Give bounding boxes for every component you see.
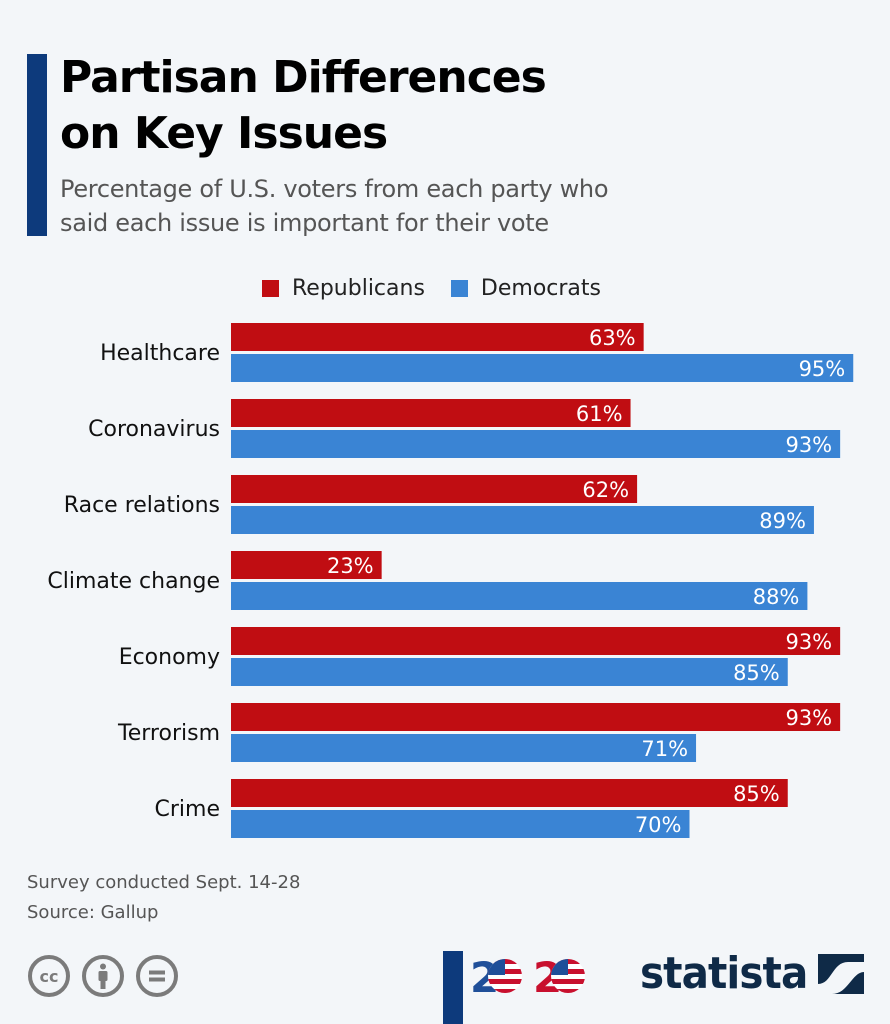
- category-label-race-relations: Race relations: [64, 493, 220, 518]
- bar-democrats-healthcare: [231, 354, 854, 382]
- legend-label-republicans: Republicans: [292, 276, 425, 301]
- title-line-2: on Key Issues: [60, 108, 388, 159]
- value-label-democrats-race-relations: 89%: [759, 509, 806, 533]
- bar-democrats-crime: [231, 810, 690, 838]
- bar-republicans-coronavirus: [231, 399, 631, 427]
- no-derivatives-icon[interactable]: [135, 954, 179, 998]
- value-label-republicans-climate-change: 23%: [327, 554, 374, 578]
- subtitle-line-1: Percentage of U.S. voters from each part…: [60, 175, 609, 203]
- category-label-healthcare: Healthcare: [100, 341, 220, 366]
- legend-swatch-republicans: [262, 280, 279, 297]
- legend-label-democrats: Democrats: [480, 276, 601, 301]
- bar-republicans-terrorism: [231, 703, 841, 731]
- category-label-crime: Crime: [155, 797, 220, 822]
- statista-wordmark: statista: [640, 948, 808, 999]
- legend-item-republicans: Republicans: [262, 276, 425, 301]
- survey-note: Survey conducted Sept. 14-28: [27, 872, 301, 893]
- category-label-coronavirus: Coronavirus: [88, 417, 220, 442]
- bar-republicans-healthcare: [231, 323, 644, 351]
- bar-chart: Healthcare 63% 95% Coronavirus 61% 93% Race re…: [47, 323, 854, 838]
- bar-democrats-climate-change: [231, 582, 808, 610]
- value-label-democrats-climate-change: 88%: [753, 585, 800, 609]
- bar-republicans-economy: [231, 627, 841, 655]
- attribution-icon[interactable]: [81, 954, 125, 998]
- value-label-democrats-economy: 85%: [733, 661, 780, 685]
- svg-text:cc: cc: [40, 967, 59, 986]
- license-icons: cc: [27, 954, 189, 998]
- legend-swatch-democrats: [450, 280, 468, 297]
- value-label-republicans-coronavirus: 61%: [576, 402, 623, 426]
- election-2020-badge: 2 2: [443, 951, 585, 1024]
- value-label-republicans-terrorism: 93%: [785, 706, 832, 730]
- bar-democrats-economy: [231, 658, 788, 686]
- value-label-republicans-race-relations: 62%: [582, 478, 629, 502]
- creative-commons-icon[interactable]: cc: [27, 954, 71, 998]
- value-label-democrats-healthcare: 95%: [799, 357, 846, 381]
- bar-democrats-race-relations: [231, 506, 814, 534]
- subtitle-line-2: said each issue is important for their v…: [60, 209, 549, 237]
- source-note: Source: Gallup: [27, 902, 159, 923]
- footnote: Survey conducted Sept. 14-28 Source: Gal…: [27, 868, 300, 928]
- value-label-democrats-crime: 70%: [635, 813, 682, 837]
- value-label-republicans-economy: 93%: [785, 630, 832, 654]
- value-label-republicans-healthcare: 63%: [589, 326, 636, 350]
- bar-republicans-race-relations: [231, 475, 638, 503]
- category-label-climate-change: Climate change: [47, 569, 220, 594]
- bar-democrats-coronavirus: [231, 430, 841, 458]
- bar-republicans-climate-change: [231, 551, 382, 579]
- badge-accent-bar: [443, 951, 463, 1024]
- value-label-democrats-terrorism: 71%: [641, 737, 688, 761]
- title-accent-bar: [27, 54, 47, 236]
- statista-logo[interactable]: statista: [640, 948, 864, 999]
- category-label-economy: Economy: [119, 645, 220, 670]
- legend-item-democrats: Democrats: [450, 276, 601, 301]
- category-label-terrorism: Terrorism: [117, 721, 220, 746]
- bar-republicans-crime: [231, 779, 788, 807]
- chart-subtitle: Percentage of U.S. voters from each part…: [60, 172, 840, 240]
- value-label-democrats-coronavirus: 93%: [785, 433, 832, 457]
- title-line-1: Partisan Differences: [60, 52, 547, 103]
- flag-circle-icon: [551, 959, 585, 993]
- bar-democrats-terrorism: [231, 734, 697, 762]
- statista-mark-icon: [817, 953, 864, 994]
- value-label-republicans-crime: 85%: [733, 782, 780, 806]
- legend: Republicans Democrats: [262, 276, 627, 301]
- chart-title: Partisan Differences on Key Issues: [60, 50, 860, 162]
